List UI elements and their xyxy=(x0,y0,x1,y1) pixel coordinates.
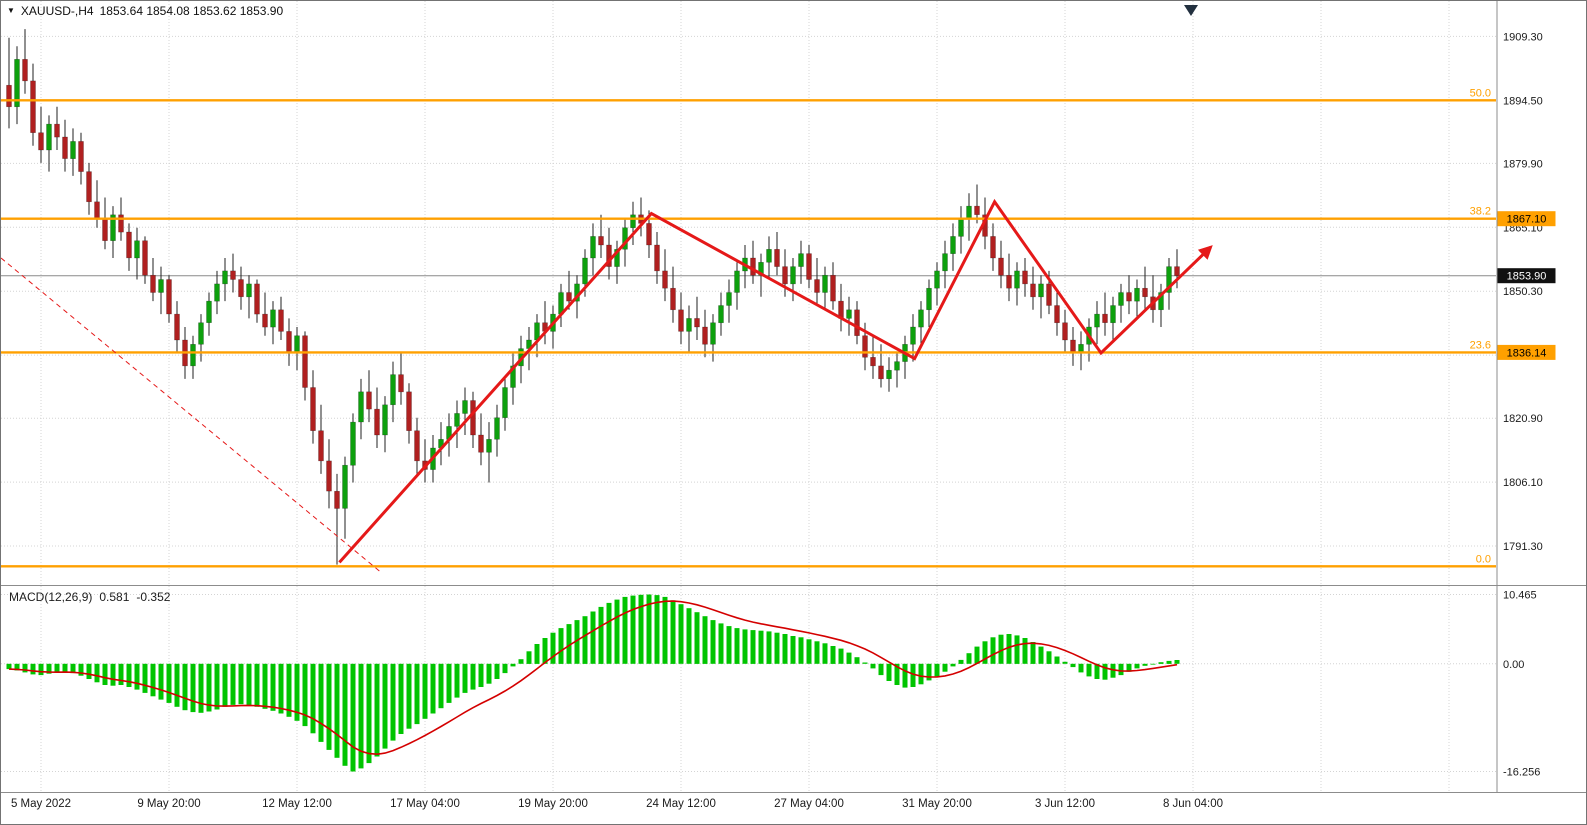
svg-text:17 May 04:00: 17 May 04:00 xyxy=(390,798,460,810)
symbol-ohlc-values: 1853.64 1854.08 1853.62 1853.90 xyxy=(99,4,284,18)
svg-text:23.6: 23.6 xyxy=(1470,339,1491,351)
symbol-title: XAUUSD-,H4 xyxy=(20,4,94,18)
macd-axis-labels[interactable]: 10.465 0.00 -16.256 xyxy=(1503,590,1540,779)
candles xyxy=(6,29,1180,565)
zigzag-arrow-annotation[interactable] xyxy=(338,198,1213,564)
macd-histogram xyxy=(6,594,1180,772)
macd-signal-value: -0.352 xyxy=(136,590,171,604)
price-axis-labels[interactable]: 1909.301894.501879.901865.101850.301835.… xyxy=(1503,31,1543,553)
svg-text:8 Jun 04:00: 8 Jun 04:00 xyxy=(1163,798,1223,810)
one-click-trading-icon[interactable]: ▼ xyxy=(7,6,15,15)
svg-text:10.465: 10.465 xyxy=(1503,590,1537,602)
svg-text:19 May 20:00: 19 May 20:00 xyxy=(518,798,588,810)
svg-text:1836.14: 1836.14 xyxy=(1507,347,1547,359)
svg-text:1879.90: 1879.90 xyxy=(1503,158,1543,170)
svg-text:1894.50: 1894.50 xyxy=(1503,95,1543,107)
chart-shift-marker-icon[interactable] xyxy=(1184,5,1198,16)
svg-text:1853.90: 1853.90 xyxy=(1507,271,1547,283)
svg-text:0.0: 0.0 xyxy=(1476,553,1491,565)
svg-text:9 May 20:00: 9 May 20:00 xyxy=(137,798,200,810)
svg-text:1791.30: 1791.30 xyxy=(1503,541,1543,553)
svg-text:1909.30: 1909.30 xyxy=(1503,31,1543,43)
svg-text:0.00: 0.00 xyxy=(1503,659,1524,671)
svg-text:38.2: 38.2 xyxy=(1470,206,1491,218)
macd-main-value: 0.581 xyxy=(99,590,130,604)
fibonacci-levels[interactable]: 50.0 38.2 23.6 0.0 xyxy=(1,87,1496,568)
svg-text:1820.90: 1820.90 xyxy=(1503,413,1543,425)
symbol-info: ▼ XAUUSD-,H4 1853.64 1854.08 1853.62 185… xyxy=(7,4,283,18)
fib-price-badges: 1867.10 1836.14 xyxy=(1497,211,1556,360)
descending-trendline[interactable] xyxy=(1,257,380,572)
svg-text:1850.30: 1850.30 xyxy=(1503,286,1543,298)
svg-text:24 May 12:00: 24 May 12:00 xyxy=(646,798,716,810)
current-price-badge: 1853.90 xyxy=(1497,268,1556,284)
svg-text:12 May 12:00: 12 May 12:00 xyxy=(262,798,332,810)
macd-name: MACD(12,26,9) xyxy=(9,590,93,604)
macd-indicator-label: MACD(12,26,9) 0.581 -0.352 xyxy=(9,590,170,604)
svg-text:50.0: 50.0 xyxy=(1470,87,1491,99)
svg-text:-16.256: -16.256 xyxy=(1503,767,1540,779)
svg-text:3 Jun 12:00: 3 Jun 12:00 xyxy=(1035,798,1095,810)
svg-text:1867.10: 1867.10 xyxy=(1507,214,1547,226)
svg-text:27 May 04:00: 27 May 04:00 xyxy=(774,798,844,810)
macd-signal-line xyxy=(8,600,1178,756)
time-axis-labels[interactable]: 5 May 2022 9 May 20:00 12 May 12:00 17 May … xyxy=(11,798,1223,810)
svg-text:31 May 20:00: 31 May 20:00 xyxy=(902,798,972,810)
svg-text:1806.10: 1806.10 xyxy=(1503,477,1543,489)
svg-text:5 May 2022: 5 May 2022 xyxy=(11,798,71,810)
vertical-gridlines xyxy=(40,1,1450,792)
